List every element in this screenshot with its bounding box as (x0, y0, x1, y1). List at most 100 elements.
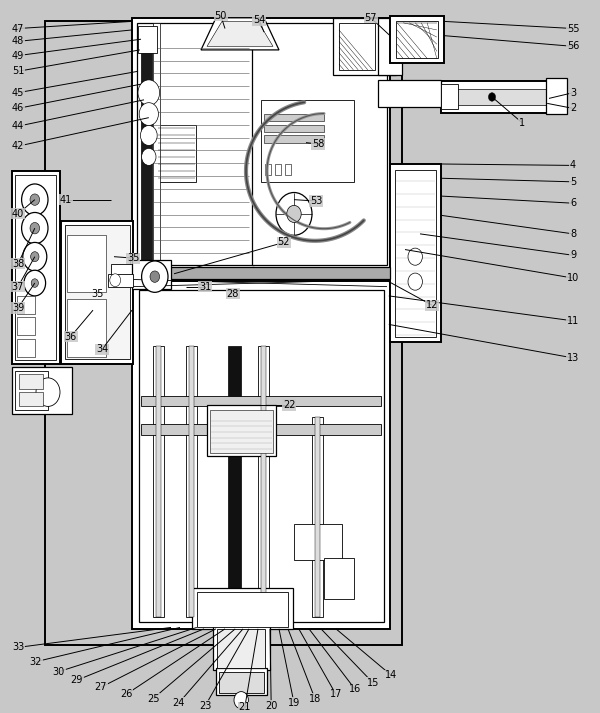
Bar (132, 267, 390, 279)
Bar (141, 29, 152, 260)
Bar (132, 18, 390, 271)
Bar (261, 100, 354, 182)
Bar (197, 592, 288, 627)
Text: 37: 37 (12, 282, 24, 292)
Bar (312, 417, 323, 617)
Text: 54: 54 (253, 15, 265, 25)
Text: 57: 57 (365, 13, 377, 23)
Text: 11: 11 (567, 316, 579, 326)
Text: 44: 44 (12, 121, 24, 131)
Bar (153, 23, 160, 265)
Text: 35: 35 (91, 289, 103, 299)
Text: 5: 5 (570, 177, 576, 187)
Bar (261, 346, 266, 617)
Text: 56: 56 (567, 41, 579, 51)
Bar (210, 410, 273, 453)
Circle shape (110, 274, 121, 287)
Bar (264, 114, 324, 121)
Circle shape (408, 273, 422, 290)
Text: 1: 1 (519, 118, 525, 128)
Text: 20: 20 (265, 701, 277, 711)
Text: 17: 17 (330, 689, 342, 699)
Circle shape (142, 148, 156, 165)
Text: 25: 25 (147, 694, 159, 704)
Bar (390, 16, 444, 63)
Bar (19, 374, 43, 389)
Circle shape (30, 194, 40, 205)
Bar (216, 668, 267, 695)
Circle shape (276, 193, 312, 235)
Bar (219, 672, 264, 693)
Circle shape (234, 692, 248, 709)
Bar (294, 524, 342, 560)
Circle shape (22, 212, 48, 244)
Polygon shape (207, 21, 273, 46)
Text: 16: 16 (349, 684, 361, 694)
Bar (252, 23, 387, 265)
Bar (108, 274, 133, 287)
Bar (15, 371, 48, 410)
Bar (141, 424, 381, 435)
Bar (315, 417, 320, 617)
Text: 52: 52 (278, 237, 290, 247)
Text: 38: 38 (12, 259, 24, 269)
Text: 3: 3 (570, 88, 576, 98)
Text: 15: 15 (367, 678, 379, 688)
Text: 33: 33 (12, 642, 24, 652)
Bar (132, 260, 171, 289)
Bar (45, 21, 402, 645)
Bar (264, 125, 324, 132)
Circle shape (488, 93, 496, 101)
Circle shape (24, 270, 46, 296)
Circle shape (22, 184, 48, 215)
Circle shape (138, 80, 160, 106)
Bar (265, 164, 271, 175)
Circle shape (139, 103, 158, 125)
Bar (17, 339, 35, 356)
Text: 32: 32 (30, 657, 42, 667)
Bar (12, 171, 60, 364)
Bar (15, 175, 56, 360)
Bar (61, 221, 133, 364)
Text: 30: 30 (53, 667, 65, 677)
Text: 23: 23 (199, 701, 211, 711)
Text: 2: 2 (570, 103, 576, 113)
Text: 40: 40 (12, 209, 24, 219)
Text: 36: 36 (65, 332, 77, 342)
Bar (396, 21, 438, 58)
Text: 6: 6 (570, 198, 576, 208)
Bar (67, 299, 106, 356)
Circle shape (150, 271, 160, 282)
Text: 42: 42 (12, 141, 24, 151)
Circle shape (31, 252, 39, 262)
Text: 50: 50 (215, 11, 227, 21)
Bar (441, 84, 458, 109)
Bar (157, 125, 196, 182)
Circle shape (142, 261, 168, 292)
Bar (441, 81, 567, 113)
Bar (192, 588, 293, 629)
Bar (324, 558, 354, 599)
Bar (12, 367, 72, 414)
Text: 18: 18 (309, 694, 321, 704)
Text: 19: 19 (288, 698, 300, 708)
Text: 45: 45 (12, 88, 24, 98)
Bar (186, 346, 197, 617)
Bar (153, 346, 164, 617)
Bar (207, 405, 276, 456)
Bar (139, 290, 384, 622)
Text: 31: 31 (199, 282, 211, 292)
Text: 46: 46 (12, 103, 24, 113)
Text: 35: 35 (127, 253, 139, 263)
Bar (17, 317, 35, 335)
Bar (285, 164, 291, 175)
Bar (132, 281, 390, 629)
Text: 29: 29 (71, 675, 83, 685)
Bar (444, 89, 549, 105)
Bar (138, 26, 157, 53)
Bar (395, 170, 436, 337)
Bar (264, 135, 324, 143)
Circle shape (287, 205, 301, 222)
Bar (17, 296, 35, 314)
Text: 41: 41 (60, 195, 72, 205)
